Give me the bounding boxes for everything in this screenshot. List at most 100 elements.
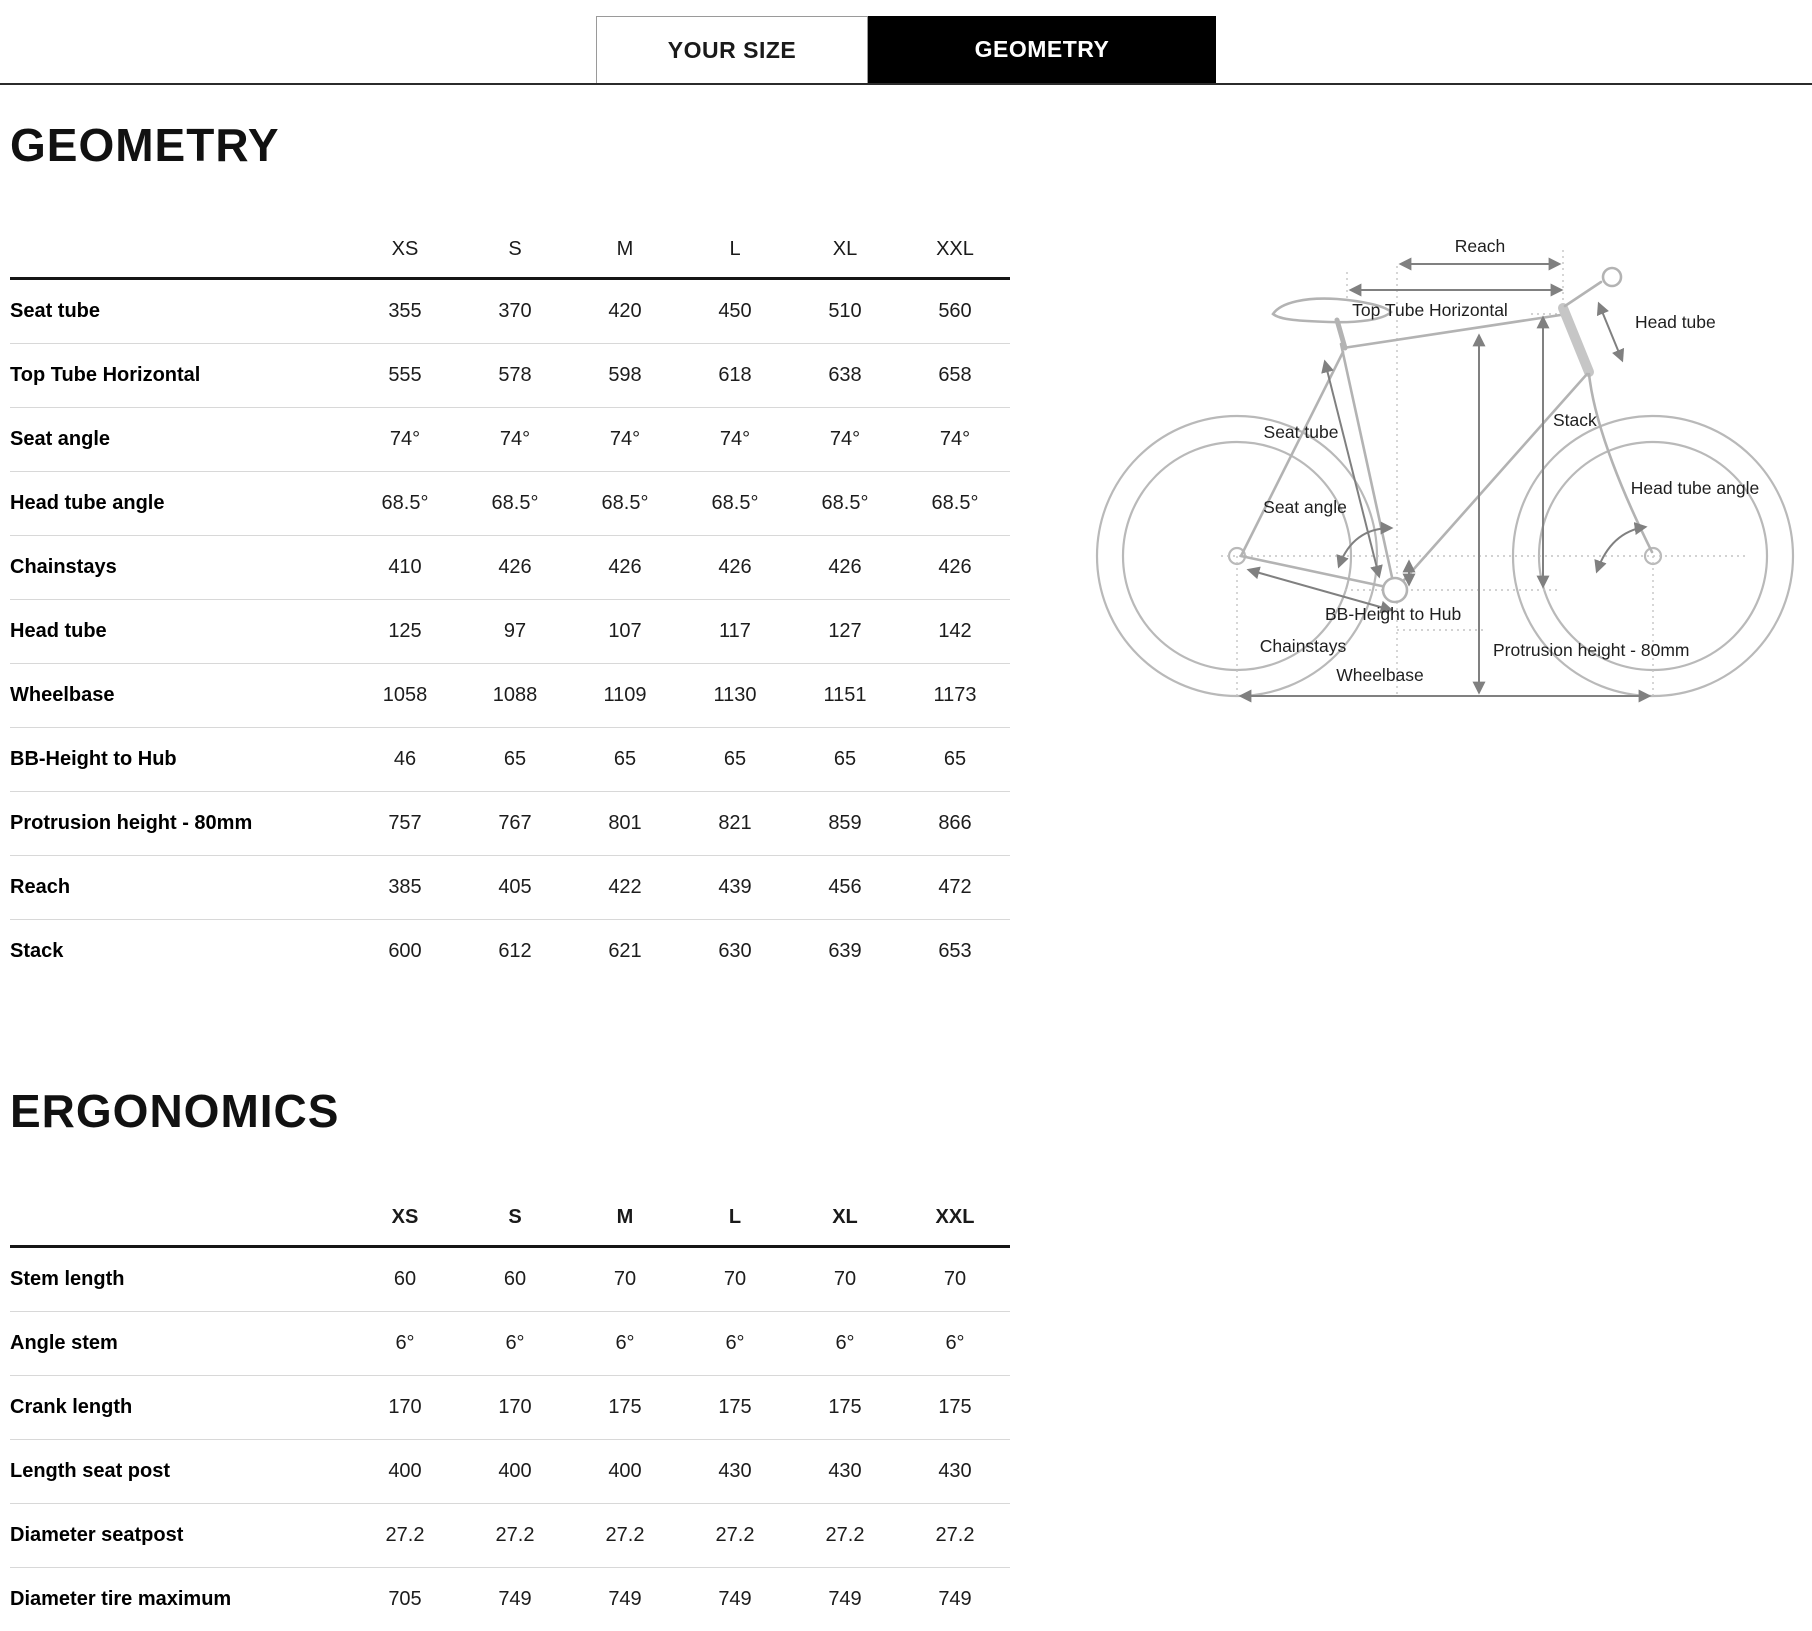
spec-value-cell: 46: [350, 728, 460, 792]
spec-value-cell: 6°: [790, 1312, 900, 1376]
spec-value-cell: 65: [460, 728, 570, 792]
spec-value-cell: 65: [570, 728, 680, 792]
ergonomics-section-title: ERGONOMICS: [10, 1084, 339, 1138]
spec-value-cell: 107: [570, 600, 680, 664]
spec-value-cell: 658: [900, 344, 1010, 408]
spec-value-cell: 27.2: [460, 1504, 570, 1568]
spec-value-cell: 859: [790, 792, 900, 856]
spec-value-cell: 175: [790, 1376, 900, 1440]
spec-value-cell: 127: [790, 600, 900, 664]
spec-value-cell: 430: [790, 1440, 900, 1504]
size-column-header: XXL: [900, 226, 1010, 279]
spec-row-label: Seat tube: [10, 279, 350, 344]
spec-value-cell: 598: [570, 344, 680, 408]
spec-row-label: Reach: [10, 856, 350, 920]
spec-row-label: Seat angle: [10, 408, 350, 472]
size-column-header: S: [460, 1194, 570, 1247]
spec-value-cell: 653: [900, 920, 1010, 984]
spec-value-cell: 426: [900, 536, 1010, 600]
spec-value-cell: 749: [790, 1568, 900, 1631]
spec-value-cell: 749: [570, 1568, 680, 1631]
dimension-arrows: [1241, 264, 1649, 696]
spec-value-cell: 27.2: [680, 1504, 790, 1568]
spec-value-cell: 422: [570, 856, 680, 920]
head-tube-angle-label: Head tube angle: [1631, 478, 1759, 498]
spec-row-label: Head tube: [10, 600, 350, 664]
spec-value-cell: 410: [350, 536, 460, 600]
stack-label: Stack: [1553, 410, 1597, 430]
spec-value-cell: 6°: [460, 1312, 570, 1376]
spec-value-cell: 757: [350, 792, 460, 856]
spec-value-cell: 439: [680, 856, 790, 920]
spec-value-cell: 175: [570, 1376, 680, 1440]
spec-value-cell: 125: [350, 600, 460, 664]
head-tube-label: Head tube: [1635, 312, 1716, 332]
spec-value-cell: 749: [900, 1568, 1010, 1631]
spec-value-cell: 621: [570, 920, 680, 984]
spec-row-label: BB-Height to Hub: [10, 728, 350, 792]
spec-value-cell: 426: [570, 536, 680, 600]
size-column-header: L: [680, 1194, 790, 1247]
spec-value-cell: 430: [900, 1440, 1010, 1504]
spec-value-cell: 456: [790, 856, 900, 920]
spec-row-label: Chainstays: [10, 536, 350, 600]
spec-value-cell: 27.2: [790, 1504, 900, 1568]
spec-value-cell: 68.5°: [460, 472, 570, 536]
reach-label: Reach: [1455, 236, 1506, 256]
chainstays-label: Chainstays: [1260, 636, 1347, 656]
size-column-header: XL: [790, 1194, 900, 1247]
top-tube-label: Top Tube Horizontal: [1352, 300, 1508, 320]
size-column-header: M: [570, 1194, 680, 1247]
spec-value-cell: 749: [680, 1568, 790, 1631]
spec-value-cell: 612: [460, 920, 570, 984]
spec-value-cell: 68.5°: [790, 472, 900, 536]
spec-value-cell: 70: [790, 1247, 900, 1312]
spec-value-cell: 74°: [790, 408, 900, 472]
spec-value-cell: 68.5°: [900, 472, 1010, 536]
tab-your-size[interactable]: YOUR SIZE: [596, 16, 868, 83]
spec-value-cell: 1088: [460, 664, 570, 728]
spec-value-cell: 27.2: [350, 1504, 460, 1568]
tabbar-divider: [0, 83, 1812, 85]
spec-value-cell: 68.5°: [680, 472, 790, 536]
seat-angle-label: Seat angle: [1263, 497, 1347, 517]
spec-value-cell: 430: [680, 1440, 790, 1504]
spec-value-cell: 578: [460, 344, 570, 408]
spec-value-cell: 65: [900, 728, 1010, 792]
size-column-header: XS: [350, 226, 460, 279]
size-column-header: XXL: [900, 1194, 1010, 1247]
spec-value-cell: 70: [570, 1247, 680, 1312]
tab-geometry[interactable]: GEOMETRY: [868, 16, 1216, 83]
spec-value-cell: 600: [350, 920, 460, 984]
spec-value-cell: 6°: [900, 1312, 1010, 1376]
spec-value-cell: 170: [350, 1376, 460, 1440]
spec-value-cell: 175: [680, 1376, 790, 1440]
spec-value-cell: 400: [570, 1440, 680, 1504]
spec-row-label: Head tube angle: [10, 472, 350, 536]
bike-geometry-diagram: Reach Head tube Top Tube Horizontal Seat…: [1095, 226, 1800, 711]
spec-value-cell: 74°: [350, 408, 460, 472]
spec-value-cell: 426: [680, 536, 790, 600]
spec-row-label: Crank length: [10, 1376, 350, 1440]
bb-height-label: BB-Height to Hub: [1325, 604, 1461, 624]
spec-value-cell: 450: [680, 279, 790, 344]
spec-value-cell: 117: [680, 600, 790, 664]
spec-value-cell: 1109: [570, 664, 680, 728]
spec-value-cell: 821: [680, 792, 790, 856]
spec-value-cell: 630: [680, 920, 790, 984]
corner-cell: [10, 226, 350, 279]
spec-row-label: Top Tube Horizontal: [10, 344, 350, 408]
spec-value-cell: 472: [900, 856, 1010, 920]
